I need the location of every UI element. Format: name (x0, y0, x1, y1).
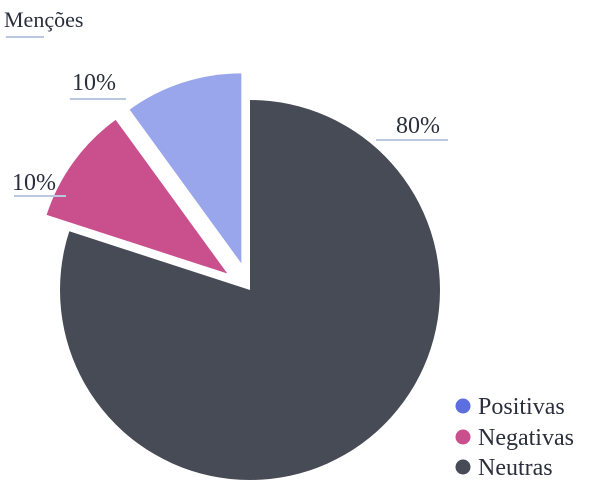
data-label-negativas: 10% (12, 170, 56, 196)
slice-neutras (60, 100, 440, 480)
slice-positivas (129, 73, 242, 264)
data-label-positivas: 10% (72, 70, 116, 96)
legend-swatch-positivas (455, 398, 471, 414)
legend-swatch-neutras (455, 459, 471, 475)
data-label-neutras: 80% (396, 113, 440, 139)
legend-label-negativas: Negativas (478, 425, 574, 451)
pie-slices (46, 73, 440, 480)
legend-label-neutras: Neutras (478, 455, 553, 481)
legend-label-positivas: Positivas (478, 394, 565, 420)
slice-negativas (46, 119, 228, 274)
chart-title: Menções (4, 7, 83, 32)
legend: Positivas Negativas Neutras (455, 394, 574, 481)
legend-swatch-negativas (455, 429, 471, 445)
